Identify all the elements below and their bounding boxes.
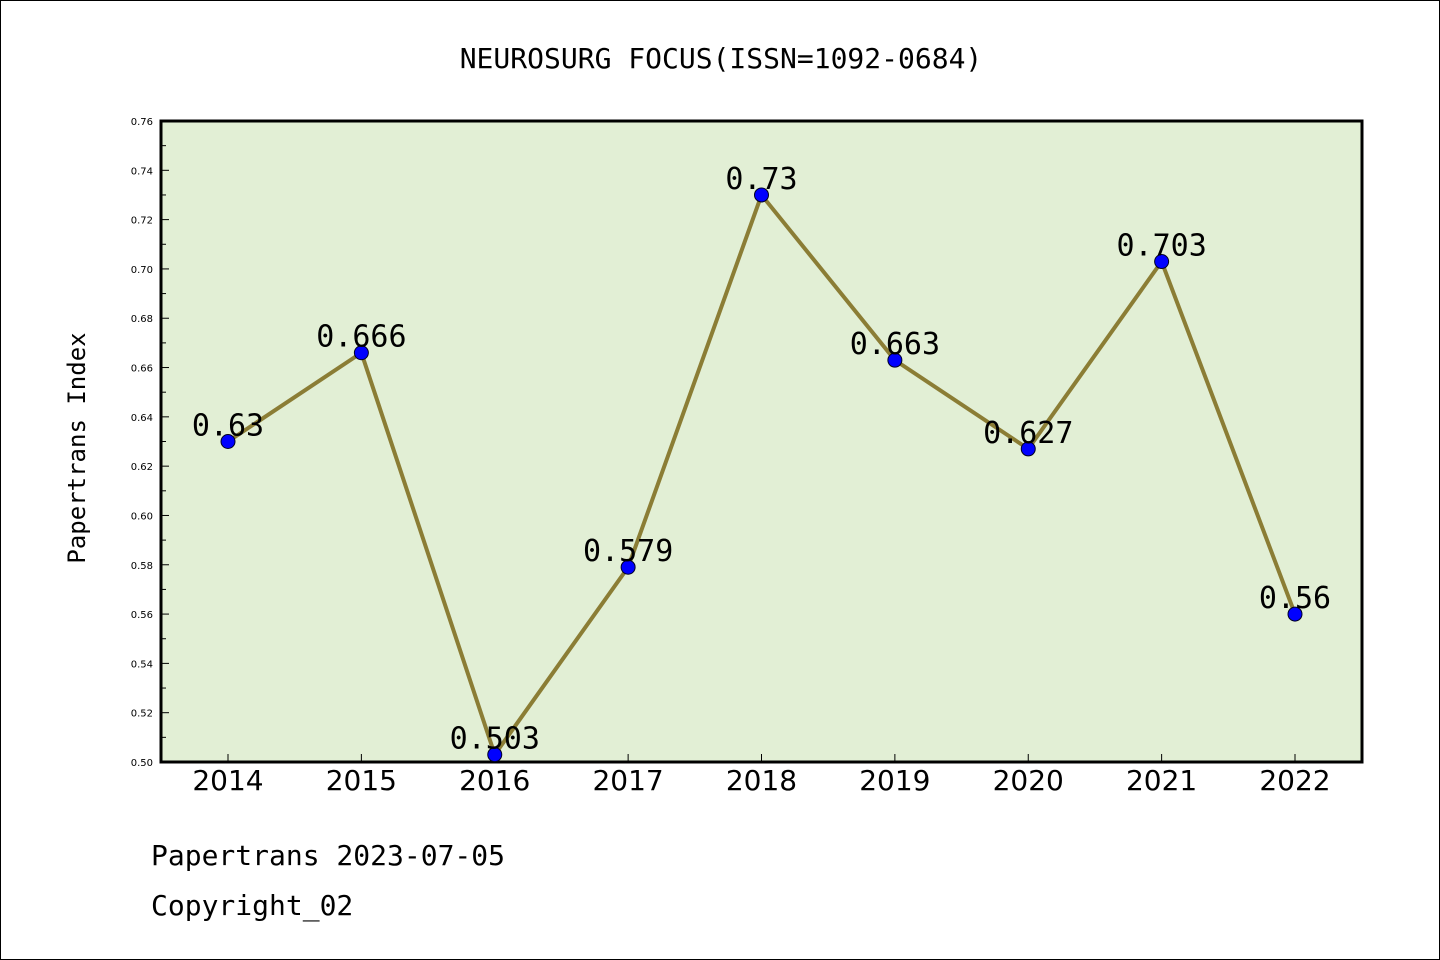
x-tick-label: 2014: [192, 764, 263, 797]
x-tick-label: 2018: [726, 764, 797, 797]
data-label: 0.579: [583, 534, 673, 569]
data-labels: 0.63 0.666 0.503 0.579 0.73 0.663 0.627 0.703 0.…: [192, 162, 1331, 757]
footer-copyright-text: Copyright_02: [151, 889, 353, 923]
data-label: 0.627: [983, 416, 1073, 451]
y-tick-label: 0.52: [131, 709, 153, 720]
y-tick-label: 0.62: [131, 462, 153, 473]
y-tick-label: 0.74: [131, 166, 153, 177]
series-line-segment: [1159, 259, 1297, 617]
x-tick-label: 2020: [993, 764, 1064, 797]
series-line-group: [226, 192, 1297, 757]
data-markers: [220, 187, 1303, 763]
series-line-segment: [892, 358, 1031, 451]
y-tick-label: 0.68: [131, 314, 153, 325]
x-tick-label: 2021: [1126, 764, 1197, 797]
data-point: [1287, 606, 1303, 622]
y-tick-label: 0.54: [131, 659, 153, 670]
data-label: 0.503: [450, 722, 540, 757]
data-point: [353, 345, 369, 361]
y-tick-label: 0.56: [131, 610, 153, 621]
plot-area: [159, 119, 1364, 764]
data-label: 0.73: [725, 162, 797, 197]
x-tick-label: 2016: [459, 764, 530, 797]
data-label: 0.666: [316, 320, 406, 355]
series-line-segment: [359, 350, 497, 757]
series-line-segment: [626, 192, 764, 570]
y-tick-label: 0.72: [131, 216, 153, 227]
data-label: 0.63: [192, 409, 264, 444]
x-tick-label: 2017: [592, 764, 663, 797]
series-line-segment: [226, 350, 364, 444]
x-axis-ticks: 2014 2015 2016 2017 2018 2019 2020 2021 2022: [192, 754, 1331, 797]
y-tick-label: 0.60: [131, 511, 153, 522]
data-point: [1154, 254, 1170, 270]
series-line-segment: [1026, 259, 1164, 451]
x-tick-label: 2022: [1259, 764, 1330, 797]
series-line-segment: [492, 565, 631, 757]
y-tick-label: 0.64: [131, 413, 153, 424]
x-tick-label: 2019: [859, 764, 930, 797]
y-axis-title: Papertrans Index: [63, 332, 91, 563]
series-line-segment: [759, 192, 897, 363]
x-tick-label: 2015: [326, 764, 397, 797]
data-label: 0.56: [1259, 581, 1331, 616]
y-tick-label: 0.66: [131, 364, 153, 375]
y-tick-label: 0.76: [131, 117, 153, 128]
footer-date-text: Papertrans 2023-07-05: [151, 839, 505, 872]
data-point: [220, 434, 236, 449]
y-tick-label: 0.50: [131, 758, 153, 769]
data-point: [754, 187, 769, 203]
y-tick-label: 0.70: [131, 265, 153, 276]
data-point: [887, 352, 903, 368]
data-label: 0.663: [850, 327, 940, 362]
data-point: [487, 747, 503, 763]
data-label: 0.703: [1116, 229, 1206, 264]
y-tick-label: 0.58: [131, 561, 153, 572]
data-point: [620, 559, 636, 575]
chart-title: NEUROSURG FOCUS(ISSN=1092-0684): [460, 42, 983, 75]
data-point: [1020, 441, 1036, 457]
y-axis-ticks: 0.50 0.52 0.54 0.56 0.58 0.60 0.62 0.64 0.66 0.68…: [131, 117, 169, 769]
